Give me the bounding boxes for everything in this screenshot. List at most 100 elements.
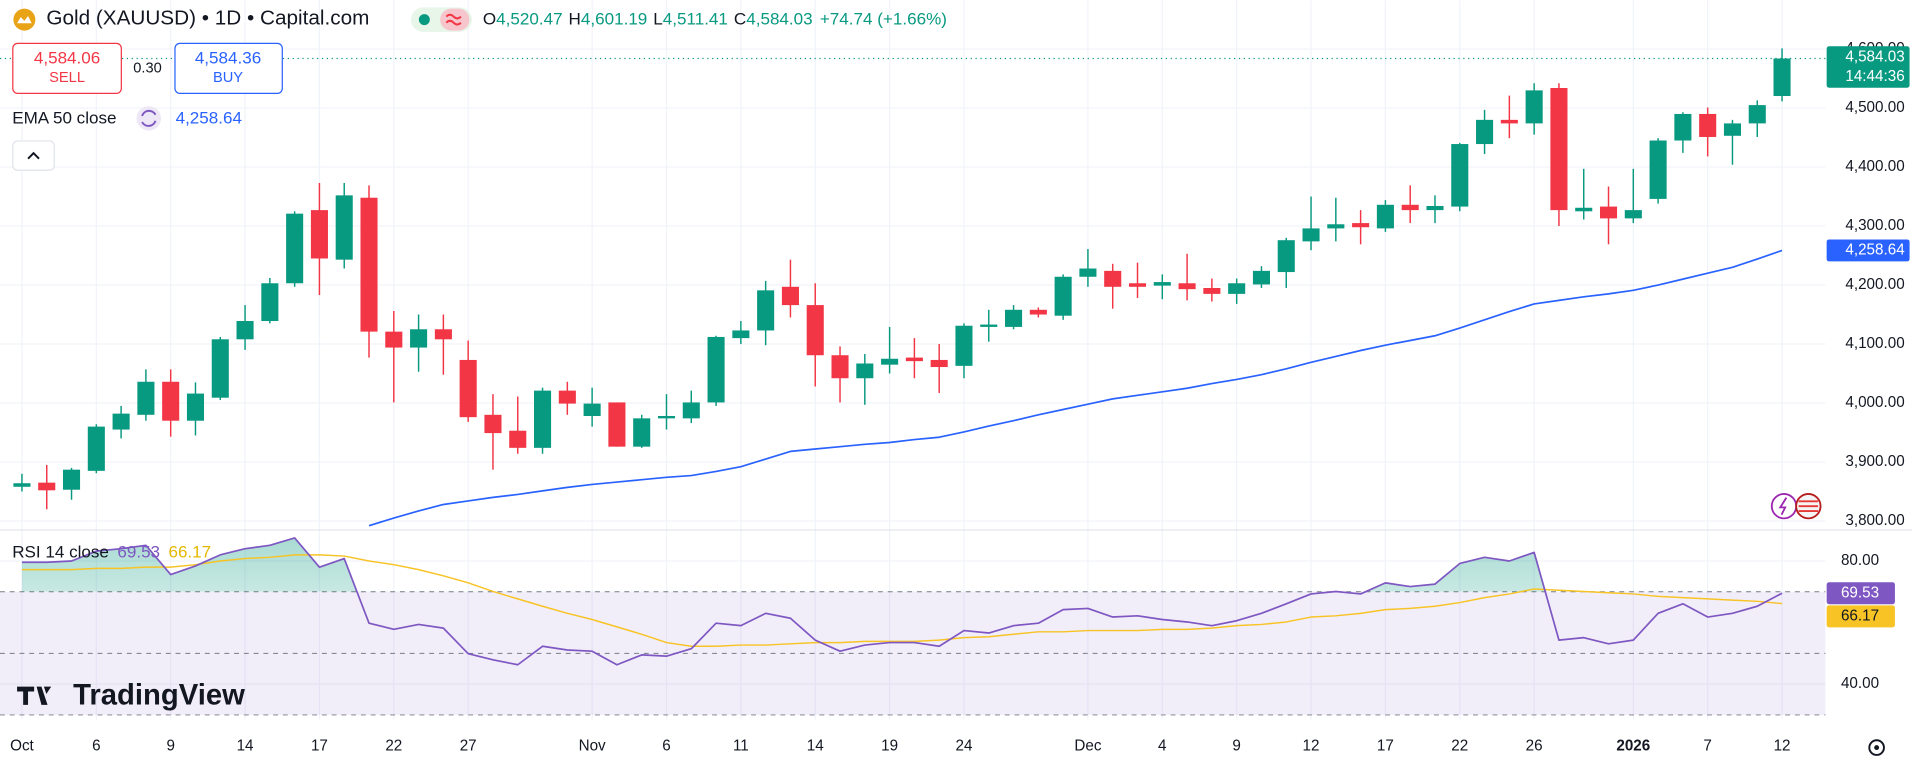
buy-label-text[interactable]: BUY [213, 70, 243, 86]
logo-mark [17, 686, 52, 705]
x-tick-label: 12 [1774, 737, 1791, 754]
candle-body [459, 359, 477, 418]
delay-badge [440, 8, 470, 31]
ohlc-value: 4,511.41 [663, 9, 728, 28]
candle-body [211, 339, 229, 398]
x-tick-label: 2026 [1616, 737, 1650, 754]
candle-body [1376, 204, 1394, 229]
candle-body [1178, 283, 1196, 290]
symbol-icon-glyph [17, 15, 32, 24]
x-tick-label: 7 [1703, 737, 1711, 754]
event-icon[interactable] [1770, 493, 1798, 520]
buy-button[interactable]: 4,584.36 BUY [174, 42, 283, 95]
candle-body [1153, 282, 1171, 286]
market-open-dot [418, 14, 430, 26]
candle-body [1674, 113, 1692, 141]
candle-body [980, 324, 998, 327]
x-tick-label: 12 [1303, 737, 1320, 754]
rsi-ma-line [21, 554, 1783, 648]
buy-box[interactable] [174, 42, 283, 95]
buy-price[interactable]: 4,584.36 [195, 48, 261, 67]
x-tick-label: 19 [881, 737, 898, 754]
ohlc-key: C [734, 9, 746, 28]
y-tick-label: 4,000.00 [1845, 394, 1904, 411]
candle-body [1773, 58, 1791, 96]
last-price-tag [1826, 46, 1910, 88]
candle-body [732, 330, 750, 339]
x-tick-label: 4 [1158, 737, 1167, 754]
symbol-icon [13, 8, 36, 31]
candle-body [434, 329, 452, 340]
candle-body [1104, 270, 1122, 287]
candle-body [1699, 113, 1717, 137]
sell-button[interactable]: 4,584.06 SELL [12, 42, 122, 95]
buy-price-text[interactable]: 4,584.36 [195, 48, 261, 67]
spread: 0.30 [133, 60, 161, 76]
candle-body [1128, 283, 1147, 287]
candle-body [1723, 123, 1742, 136]
y-tick-label: 4,500.00 [1845, 99, 1904, 116]
candle-body [534, 390, 552, 448]
sell-label[interactable]: SELL [49, 70, 85, 86]
y-tick-label: 3,900.00 [1845, 453, 1904, 470]
candle-body [608, 402, 626, 447]
x-tick-label: Oct [10, 737, 34, 754]
chart-title: Gold (XAUUSD) • 1D • Capital.com [46, 7, 369, 30]
rsi-legend-name: RSI 14 close [12, 542, 109, 561]
candle-body [1079, 268, 1097, 277]
candle-body [360, 197, 378, 332]
candle-body [1054, 276, 1072, 316]
ohlc-key: H [569, 9, 581, 28]
x-tick-label: 26 [1526, 737, 1543, 754]
logo-text: TradingView [73, 679, 245, 711]
candle-body [856, 363, 874, 379]
candle-body [1302, 228, 1320, 242]
candle-body [1649, 140, 1667, 199]
candle-body [186, 393, 205, 421]
candle-body [781, 286, 799, 306]
sell-box[interactable] [12, 42, 122, 95]
ohlc-value: 4,601.19 [581, 9, 647, 28]
candle-body [831, 355, 849, 379]
x-tick-label: 24 [955, 737, 972, 754]
x-tick-label: 17 [1377, 737, 1394, 754]
candle-body [1252, 270, 1270, 285]
candle-body [13, 483, 31, 487]
y-tick-label: 4,400.00 [1845, 158, 1904, 175]
ema-settings-glyph [141, 109, 157, 127]
rsi-legend: RSI 14 close 69.53 66.17 [12, 542, 211, 561]
settings-icon[interactable] [1868, 739, 1885, 756]
candle-body [955, 325, 973, 366]
collapse-icon [27, 151, 40, 160]
y-tick-label: 80.00 [1841, 552, 1879, 569]
candle-body [286, 213, 304, 284]
ema-tag-label: 4,258.64 [1845, 241, 1905, 258]
ohlc-key: O [483, 9, 496, 28]
x-tick-label: 17 [311, 737, 328, 754]
ema-settings-icon[interactable] [136, 106, 161, 131]
rsi-tag-label: 69.53 [1841, 584, 1879, 601]
sell-label-text[interactable]: SELL [49, 70, 85, 86]
candle-body [1599, 206, 1618, 219]
y-tick-label: 40.00 [1841, 675, 1879, 692]
ohlc-change: +74.74 (+1.66%) [820, 9, 947, 28]
collapse-button[interactable] [12, 140, 55, 171]
candle-body [1451, 144, 1469, 207]
ema-legend: EMA 50 close [12, 108, 116, 127]
candle-body [162, 381, 180, 421]
logo: TradingView [73, 679, 245, 711]
candle-body [112, 413, 130, 430]
candle-body [905, 357, 923, 362]
buy-label[interactable]: BUY [213, 70, 243, 86]
flag-stripes [1798, 500, 1819, 512]
sell-price[interactable]: 4,584.06 [34, 48, 100, 67]
candle-body [261, 283, 279, 322]
grid [0, 0, 1826, 720]
candle-body [1228, 283, 1246, 294]
candle-body [1029, 309, 1047, 315]
sell-price-text[interactable]: 4,584.06 [34, 48, 100, 67]
rsi-tag [1826, 582, 1895, 605]
x-tick-label: 27 [460, 737, 477, 754]
